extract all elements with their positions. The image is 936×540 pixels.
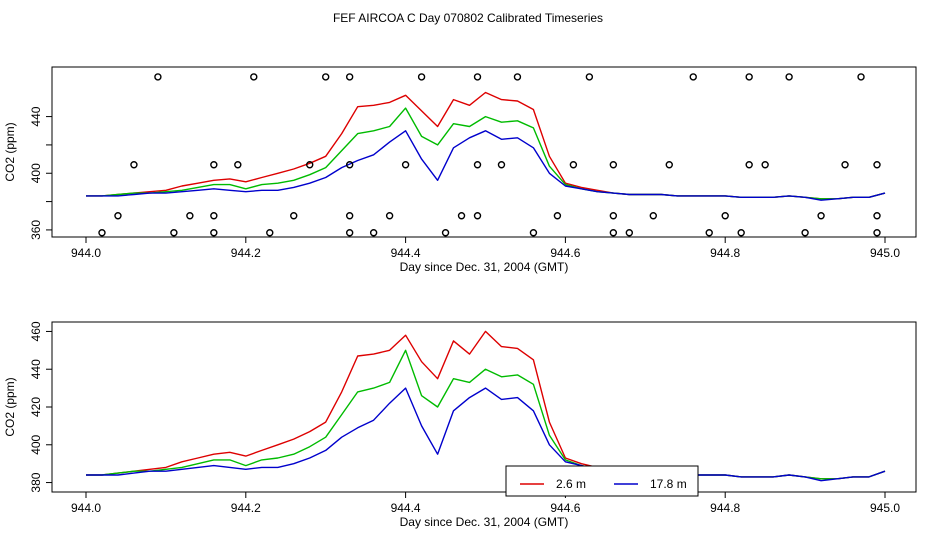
calibration-point	[721, 212, 729, 220]
calibration-point	[609, 161, 618, 169]
calibration-point	[841, 161, 849, 169]
series-line-17-8-m	[86, 130, 886, 201]
legend-label: 2.6 m	[556, 477, 586, 491]
calibration-point	[322, 73, 330, 81]
calibration-point	[785, 73, 793, 81]
calibration-point	[114, 212, 122, 220]
calibration-point	[290, 212, 298, 220]
x-axis-label: Day since Dec. 31, 2004 (GMT)	[400, 515, 569, 529]
calibration-point	[473, 73, 482, 81]
calibration-point	[210, 161, 218, 169]
calibration-point	[457, 212, 466, 220]
calibration-point	[513, 73, 522, 81]
calibration-point	[130, 161, 138, 169]
calibration-point	[497, 161, 506, 169]
calibration-point	[761, 161, 769, 169]
calibration-point	[385, 212, 394, 220]
y-tick-label: 440	[29, 359, 43, 379]
x-tick-label: 944.8	[710, 501, 740, 515]
calibration-point	[585, 73, 594, 81]
calibration-point	[210, 229, 218, 237]
calibration-point	[745, 73, 753, 81]
x-tick-label: 945.0	[870, 501, 900, 515]
x-tick-label: 944.0	[71, 246, 101, 260]
calibration-point	[170, 229, 178, 237]
calibration-point	[689, 73, 697, 81]
calibration-point	[345, 73, 354, 81]
calibration-point	[210, 212, 218, 220]
calibration-point	[801, 229, 809, 237]
x-tick-label: 944.2	[231, 246, 261, 260]
y-tick-label: 460	[29, 321, 43, 341]
legend-box	[505, 465, 699, 497]
calibration-point	[873, 161, 881, 169]
x-tick-label: 944.2	[231, 501, 261, 515]
x-tick-label: 945.0	[870, 246, 900, 260]
calibration-point	[569, 161, 578, 169]
calibration-point	[98, 229, 106, 237]
calibration-point	[745, 161, 753, 169]
calibration-point	[417, 73, 426, 81]
calibration-point	[473, 212, 482, 220]
x-tick-label: 944.6	[550, 246, 580, 260]
series-line-2-6-m	[86, 330, 886, 480]
calibration-point	[873, 212, 881, 220]
calibration-point	[441, 229, 450, 237]
calibration-point	[705, 229, 713, 237]
calibration-point	[529, 229, 538, 237]
y-tick-label: 420	[29, 397, 43, 417]
calibration-point	[186, 212, 194, 220]
x-tick-label: 944.6	[550, 501, 580, 515]
y-axis-label: CO2 (ppm)	[3, 122, 17, 181]
y-tick-label: 440	[29, 106, 43, 126]
figure-title: FEF AIRCOA C Day 070802 Calibrated Times…	[333, 11, 603, 25]
x-tick-label: 944.0	[71, 501, 101, 515]
calibration-point	[369, 229, 378, 237]
x-tick-label: 944.8	[710, 246, 740, 260]
calibration-point	[306, 161, 314, 169]
series-line-green	[86, 349, 886, 480]
y-axis-label: CO2 (ppm)	[3, 377, 17, 436]
top-panel: 944.0 944.2 944.4 944.6 944.8 945.0 Day since …	[3, 66, 917, 274]
calibration-point	[625, 229, 634, 237]
calibration-point	[154, 73, 162, 81]
calibration-point	[401, 161, 410, 169]
calibration-point	[817, 212, 825, 220]
calibration-point	[609, 212, 618, 220]
calibration-point	[857, 73, 865, 81]
x-axis-label: Day since Dec. 31, 2004 (GMT)	[400, 260, 569, 274]
series-line-green	[86, 107, 886, 200]
calibration-point	[250, 73, 258, 81]
y-tick-label: 360	[29, 220, 43, 240]
y-tick-label: 400	[29, 163, 43, 183]
calibration-point	[473, 161, 482, 169]
calibration-point	[873, 229, 881, 237]
calibration-point	[266, 229, 274, 237]
legend-label: 17.8 m	[650, 477, 687, 491]
x-tick-label: 944.4	[391, 501, 421, 515]
calibration-point	[649, 212, 657, 220]
plot-frame	[51, 321, 917, 493]
series-line-17-8-m	[86, 387, 886, 482]
plot-frame	[51, 66, 917, 238]
calibration-point	[345, 229, 354, 237]
calibration-point	[665, 161, 673, 169]
calibration-point	[345, 161, 354, 169]
calibration-point	[737, 229, 745, 237]
calibration-point	[609, 229, 618, 237]
x-tick-label: 944.4	[391, 246, 421, 260]
series-line-2-6-m	[86, 91, 886, 200]
y-tick-label: 400	[29, 434, 43, 454]
calibration-point	[234, 161, 242, 169]
calibration-point	[345, 212, 354, 220]
y-tick-label: 380	[29, 472, 43, 492]
calibration-point	[553, 212, 562, 220]
bottom-panel: 944.0 944.2 944.4 944.6 944.8 945.0 Day since …	[3, 321, 917, 529]
